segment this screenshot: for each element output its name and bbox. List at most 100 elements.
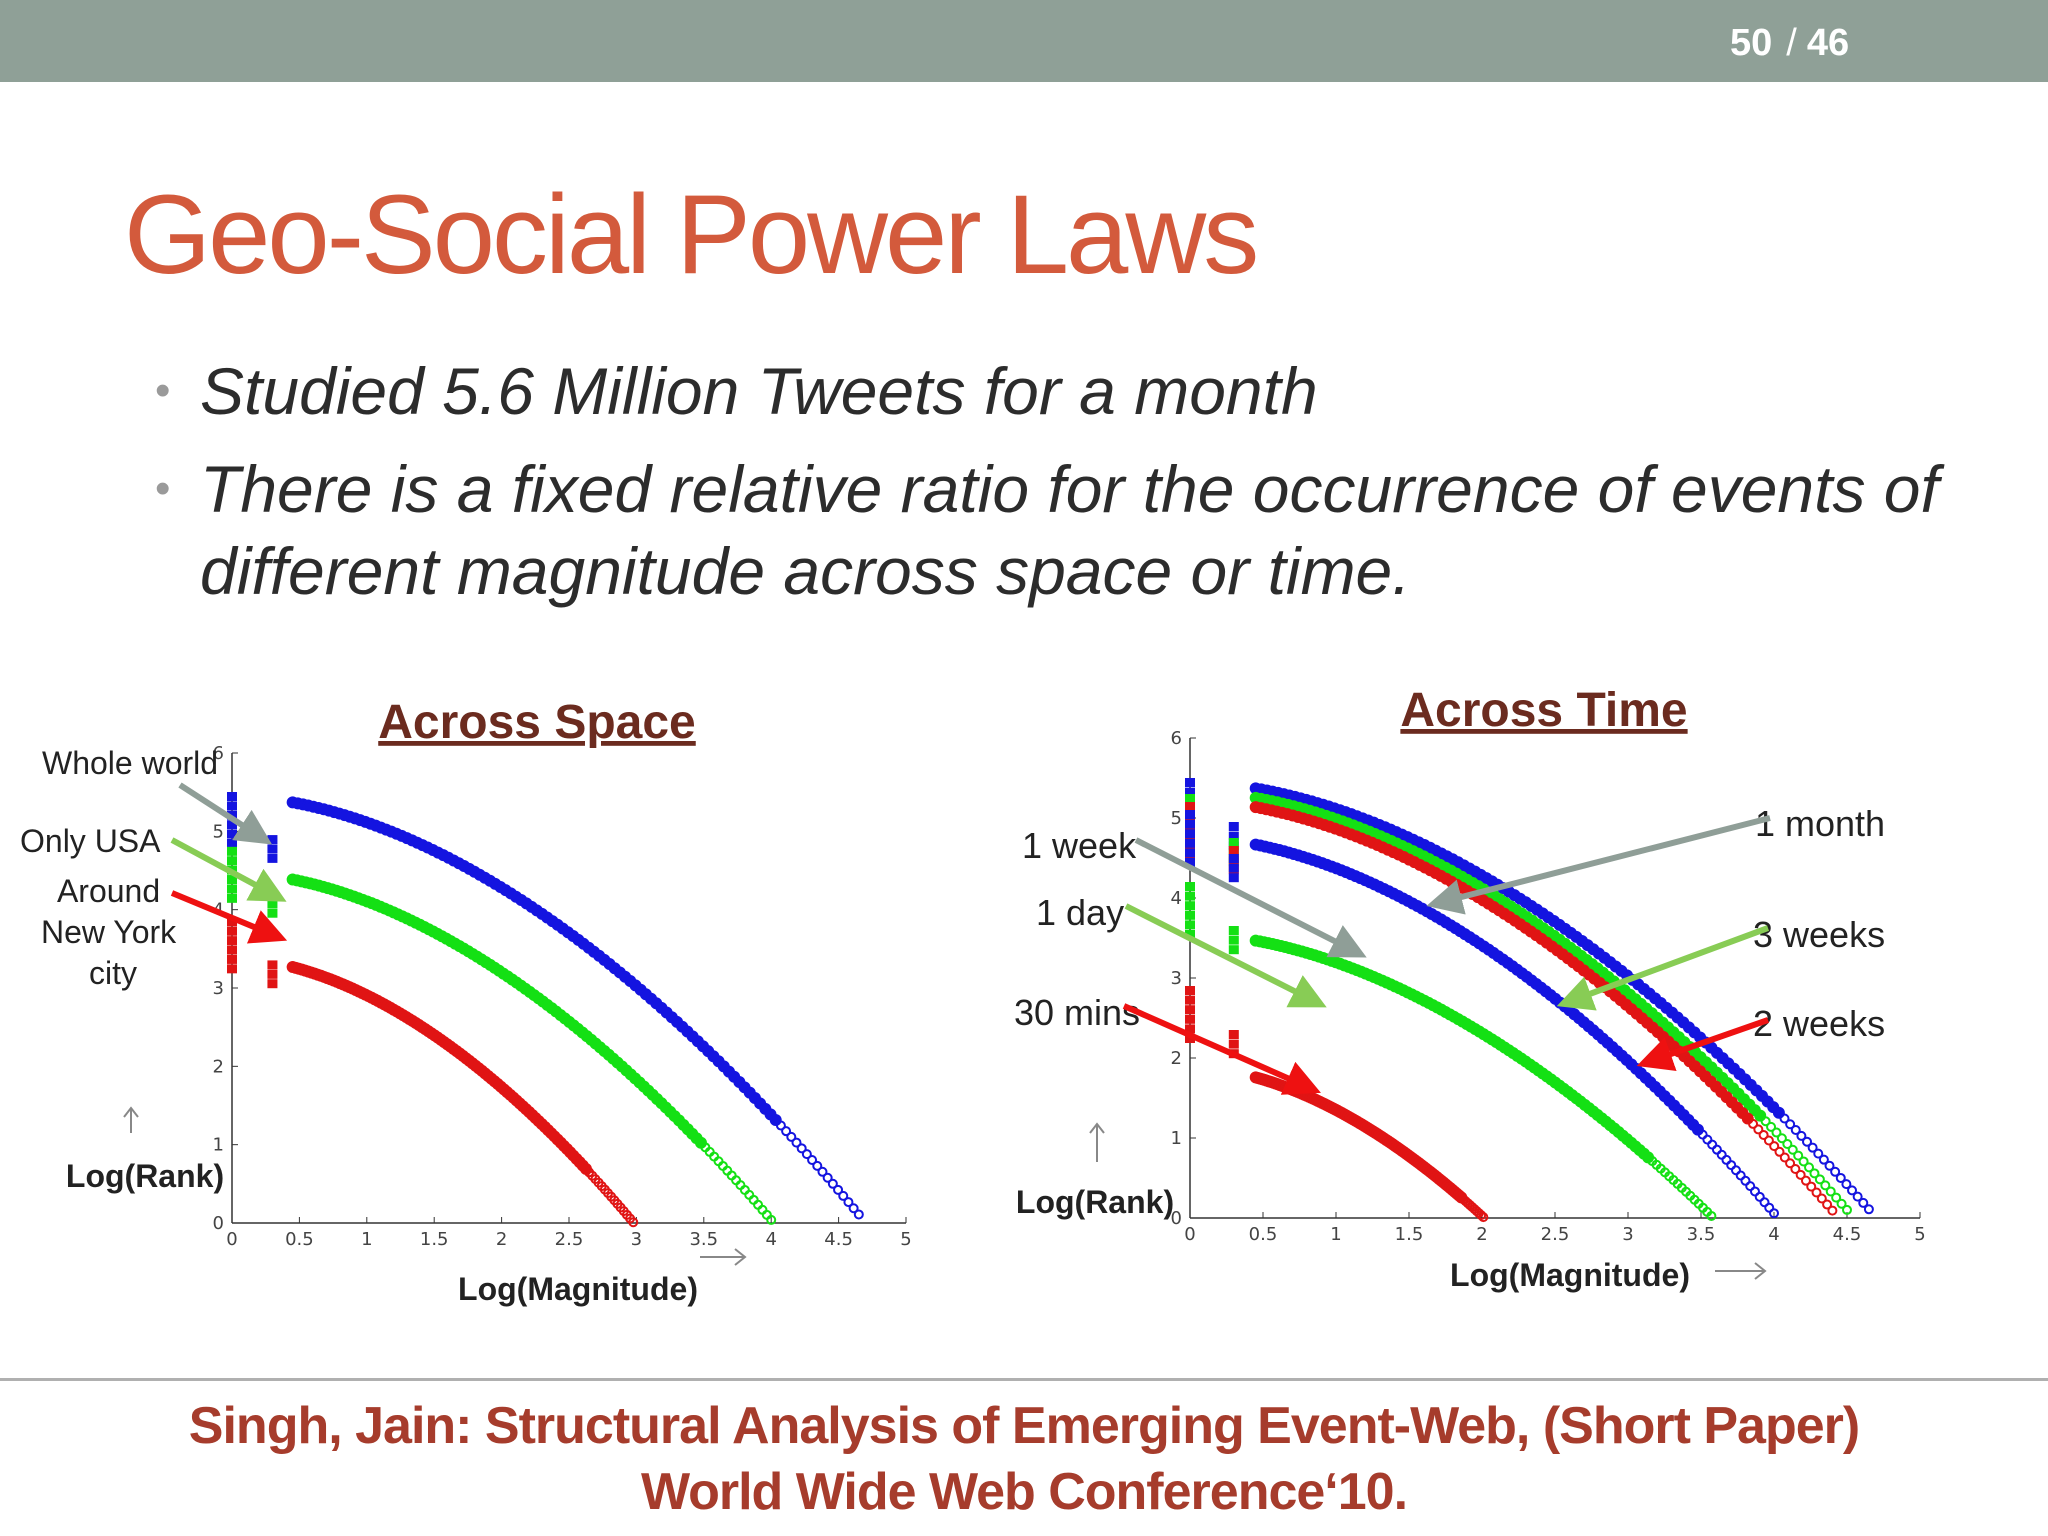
y-tick-label: 2 — [1171, 1048, 1182, 1069]
data-point — [1816, 1193, 1827, 1204]
data-point — [1782, 1138, 1793, 1149]
data-point — [1842, 1204, 1852, 1215]
annotation-arrow-gray — [1426, 815, 1771, 915]
x-tick-label: 4 — [1768, 1224, 1779, 1245]
data-point — [853, 1209, 864, 1220]
data-point — [1753, 1124, 1764, 1135]
up-arrow-icon — [123, 1106, 139, 1133]
data-point — [1790, 1125, 1801, 1136]
data-point — [1185, 891, 1195, 901]
data-point — [1228, 854, 1239, 863]
data-point — [1758, 1129, 1769, 1140]
data-point — [1806, 1181, 1817, 1192]
data-point — [227, 964, 237, 974]
data-point — [227, 945, 237, 955]
data-point — [1185, 1005, 1195, 1015]
data-point — [227, 926, 237, 936]
annotation-arrow-gray — [1134, 837, 1367, 958]
data-point — [1802, 1136, 1813, 1147]
reference-line-2: World Wide Web Conference‘10. — [640, 1463, 1408, 1521]
data-point — [1827, 1205, 1838, 1216]
data-point — [227, 875, 237, 885]
x-tick-label: 1 — [361, 1229, 372, 1250]
y-axis-label: Log(Rank) — [66, 1158, 224, 1194]
data-point — [1741, 1112, 1754, 1125]
data-point — [628, 1217, 639, 1228]
data-point — [1776, 1133, 1787, 1144]
x-axis-label: Log(Magnitude) — [1450, 1257, 1690, 1293]
data-point — [1785, 1119, 1796, 1130]
bullet-list: • Studied 5.6 Million Tweets for a month … — [155, 350, 1955, 628]
x-tick-label: 2 — [496, 1229, 507, 1250]
data-point — [1228, 838, 1239, 847]
series-only-usa — [227, 846, 777, 1225]
data-point — [1228, 926, 1239, 935]
data-point — [227, 917, 237, 927]
data-point — [1835, 1172, 1846, 1183]
x-tick-label: 4 — [765, 1229, 776, 1250]
x-tick-label: 3.5 — [689, 1229, 718, 1250]
data-point — [1228, 873, 1239, 883]
charts-area: Across Space 0 0.5 1 1.5 2 2.5 3 3.5 4 4.5 5 0 1 2 3 4 5… — [20, 690, 1926, 1307]
data-point — [1824, 1160, 1835, 1171]
data-point — [1228, 846, 1239, 855]
y-tick-label: 6 — [1171, 728, 1182, 749]
y-tick-label: 6 — [213, 743, 224, 764]
data-point — [227, 954, 237, 964]
y-axis-label: Log(Rank) — [1016, 1184, 1174, 1220]
data-point — [796, 1143, 807, 1154]
data-point — [1769, 1208, 1779, 1219]
annotation-arrow-green — [170, 837, 287, 902]
data-point — [1228, 863, 1239, 873]
x-tick-label: 3 — [1622, 1224, 1633, 1245]
x-tick-label: 0.5 — [1249, 1224, 1278, 1245]
data-point — [827, 1178, 838, 1189]
page-current: 50 — [1730, 22, 1773, 64]
data-point — [1807, 1142, 1818, 1153]
x-tick-label: 1 — [1330, 1224, 1341, 1245]
data-point — [1185, 858, 1195, 867]
series-label-new-york: Around New York city — [41, 873, 185, 991]
x-tick-label: 3 — [631, 1229, 642, 1250]
data-point — [227, 820, 237, 830]
data-point — [775, 1120, 786, 1131]
bullet-item: • Studied 5.6 Million Tweets for a month — [155, 350, 1955, 432]
data-point — [1707, 1139, 1718, 1150]
y-tick-label: 4 — [1171, 888, 1182, 909]
data-point — [1796, 1130, 1807, 1141]
data-point — [1795, 1169, 1806, 1180]
series-label-3-weeks: 3 weeks — [1753, 914, 1885, 955]
series-1-day — [1185, 882, 1717, 1221]
data-point — [1818, 1154, 1829, 1165]
data-point — [781, 1126, 792, 1137]
data-point — [1185, 1034, 1195, 1043]
data-point — [833, 1184, 844, 1195]
series-label-1-week: 1 week — [1022, 825, 1137, 866]
data-point — [1476, 1210, 1487, 1221]
data-point — [1813, 1148, 1824, 1159]
data-point — [1185, 882, 1195, 891]
data-point — [1825, 1186, 1836, 1197]
reference-line-1: Singh, Jain: Structural Analysis of Emer… — [188, 1397, 1860, 1455]
annotation-arrow-red — [1636, 1017, 1769, 1072]
y-tick-label: 2 — [213, 1056, 224, 1077]
bullet-item: • There is a fixed relative ratio for the… — [155, 448, 1955, 612]
data-point — [1769, 1141, 1780, 1152]
data-point — [1185, 1014, 1195, 1024]
data-point — [1811, 1187, 1822, 1198]
series-2-weeks — [1185, 801, 1838, 1216]
y-tick-label: 0 — [1171, 1208, 1182, 1229]
data-point — [1760, 1116, 1771, 1127]
data-point — [227, 856, 237, 866]
data-point — [843, 1197, 854, 1208]
data-point — [848, 1203, 859, 1214]
data-point — [1822, 1199, 1833, 1210]
x-tick-label: 5 — [1914, 1224, 1925, 1245]
data-point — [1858, 1197, 1869, 1208]
data-point — [1185, 802, 1195, 811]
right-arrow-icon — [700, 1248, 747, 1266]
series-label-1-month: 1 month — [1755, 803, 1885, 844]
y-tick-label: 1 — [1171, 1128, 1182, 1149]
data-point — [1185, 787, 1195, 797]
